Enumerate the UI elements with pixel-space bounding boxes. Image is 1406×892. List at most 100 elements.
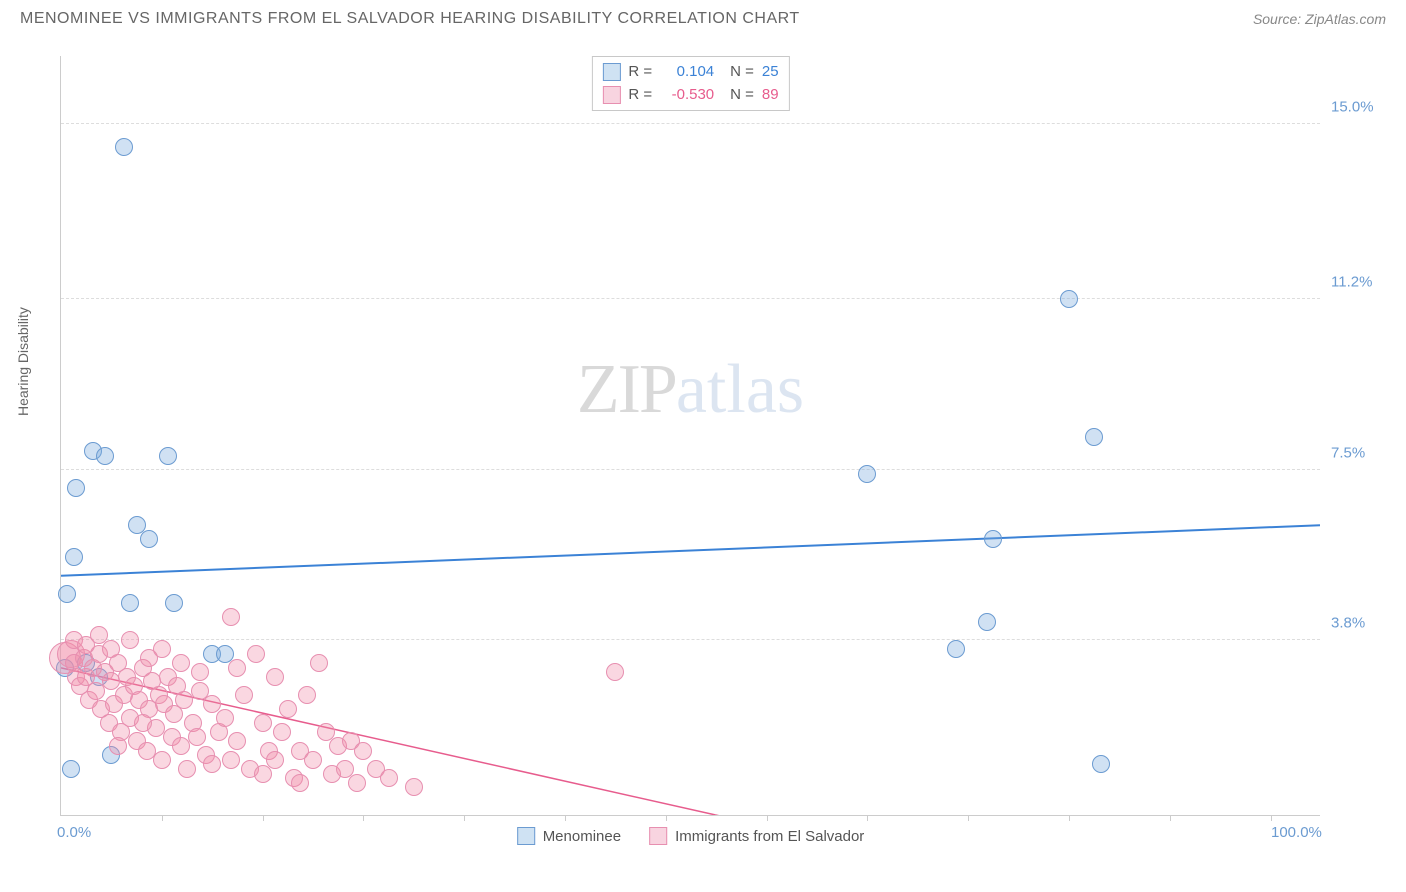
- legend-item[interactable]: Menominee: [517, 827, 621, 845]
- data-point[interactable]: [405, 778, 423, 796]
- data-point[interactable]: [216, 709, 234, 727]
- data-point[interactable]: [354, 742, 372, 760]
- data-point[interactable]: [172, 737, 190, 755]
- source-link[interactable]: ZipAtlas.com: [1305, 11, 1386, 27]
- r-label: R =: [628, 84, 652, 107]
- stat-row: R = 0.104 N = 25: [602, 61, 778, 84]
- y-tick-label: 7.5%: [1331, 444, 1365, 461]
- data-point[interactable]: [159, 447, 177, 465]
- plot-area: ZIPatlas R =0.104N =25R =-0.530N =89 Men…: [60, 56, 1320, 816]
- data-point[interactable]: [228, 732, 246, 750]
- data-point[interactable]: [140, 530, 158, 548]
- stats-legend: R = 0.104 N = 25 R = -0.530 N = 89: [591, 56, 789, 111]
- r-value: 0.104: [660, 61, 714, 84]
- gridline-h: [61, 298, 1320, 299]
- trend-line: [61, 525, 1320, 576]
- data-point[interactable]: [858, 465, 876, 483]
- x-tick-label: 0.0%: [57, 824, 91, 841]
- y-tick-label: 11.2%: [1331, 274, 1372, 291]
- r-label: R =: [628, 61, 652, 84]
- data-point[interactable]: [978, 613, 996, 631]
- data-point[interactable]: [115, 138, 133, 156]
- data-point[interactable]: [348, 774, 366, 792]
- chart-title: MENOMINEE VS IMMIGRANTS FROM EL SALVADOR…: [20, 10, 800, 28]
- data-point[interactable]: [606, 663, 624, 681]
- data-point[interactable]: [153, 640, 171, 658]
- data-point[interactable]: [203, 755, 221, 773]
- x-minor-tick: [867, 815, 868, 821]
- data-point[interactable]: [191, 663, 209, 681]
- series-legend: Menominee Immigrants from El Salvador: [517, 827, 865, 845]
- x-minor-tick: [263, 815, 264, 821]
- y-tick-label: 3.8%: [1331, 614, 1365, 631]
- data-point[interactable]: [254, 765, 272, 783]
- x-minor-tick: [162, 815, 163, 821]
- data-point[interactable]: [291, 774, 309, 792]
- data-point[interactable]: [266, 751, 284, 769]
- data-point[interactable]: [121, 594, 139, 612]
- source-prefix: Source:: [1253, 11, 1305, 27]
- legend-swatch: [649, 827, 667, 845]
- data-point[interactable]: [273, 723, 291, 741]
- data-point[interactable]: [279, 700, 297, 718]
- y-tick-label: 15.0%: [1331, 99, 1374, 116]
- x-minor-tick: [666, 815, 667, 821]
- data-point[interactable]: [1060, 290, 1078, 308]
- data-point[interactable]: [172, 654, 190, 672]
- data-point[interactable]: [102, 640, 120, 658]
- x-minor-tick: [565, 815, 566, 821]
- data-point[interactable]: [380, 769, 398, 787]
- legend-label: Menominee: [543, 828, 621, 845]
- data-point[interactable]: [947, 640, 965, 658]
- data-point[interactable]: [304, 751, 322, 769]
- x-minor-tick: [1271, 815, 1272, 821]
- data-point[interactable]: [1092, 755, 1110, 773]
- legend-swatch: [602, 63, 620, 81]
- data-point[interactable]: [984, 530, 1002, 548]
- data-point[interactable]: [62, 760, 80, 778]
- data-point[interactable]: [1085, 428, 1103, 446]
- data-point[interactable]: [165, 594, 183, 612]
- data-point[interactable]: [222, 608, 240, 626]
- data-point[interactable]: [247, 645, 265, 663]
- data-point[interactable]: [58, 585, 76, 603]
- data-point[interactable]: [188, 728, 206, 746]
- data-point[interactable]: [310, 654, 328, 672]
- data-point[interactable]: [121, 631, 139, 649]
- chart-container: Hearing Disability ZIPatlas R =0.104N =2…: [20, 46, 1386, 866]
- data-point[interactable]: [222, 751, 240, 769]
- data-point[interactable]: [228, 659, 246, 677]
- data-point[interactable]: [65, 548, 83, 566]
- x-minor-tick: [464, 815, 465, 821]
- data-point[interactable]: [153, 751, 171, 769]
- legend-swatch: [517, 827, 535, 845]
- y-axis-label: Hearing Disability: [15, 307, 31, 416]
- data-point[interactable]: [134, 714, 152, 732]
- n-value: 25: [762, 61, 779, 84]
- data-point[interactable]: [67, 479, 85, 497]
- legend-label: Immigrants from El Salvador: [675, 828, 864, 845]
- legend-item[interactable]: Immigrants from El Salvador: [649, 827, 864, 845]
- data-point[interactable]: [235, 686, 253, 704]
- legend-swatch: [602, 86, 620, 104]
- gridline-h: [61, 469, 1320, 470]
- source-attribution: Source: ZipAtlas.com: [1253, 11, 1386, 27]
- data-point[interactable]: [254, 714, 272, 732]
- x-minor-tick: [363, 815, 364, 821]
- x-minor-tick: [1069, 815, 1070, 821]
- x-minor-tick: [767, 815, 768, 821]
- data-point[interactable]: [109, 737, 127, 755]
- data-point[interactable]: [266, 668, 284, 686]
- n-label: N =: [730, 61, 754, 84]
- data-point[interactable]: [298, 686, 316, 704]
- watermark-zip: ZIP: [577, 351, 676, 428]
- data-point[interactable]: [96, 447, 114, 465]
- stat-row: R = -0.530 N = 89: [602, 84, 778, 107]
- gridline-h: [61, 639, 1320, 640]
- data-point[interactable]: [178, 760, 196, 778]
- x-minor-tick: [968, 815, 969, 821]
- n-value: 89: [762, 84, 779, 107]
- x-tick-label: 100.0%: [1271, 824, 1322, 841]
- r-value: -0.530: [660, 84, 714, 107]
- n-label: N =: [730, 84, 754, 107]
